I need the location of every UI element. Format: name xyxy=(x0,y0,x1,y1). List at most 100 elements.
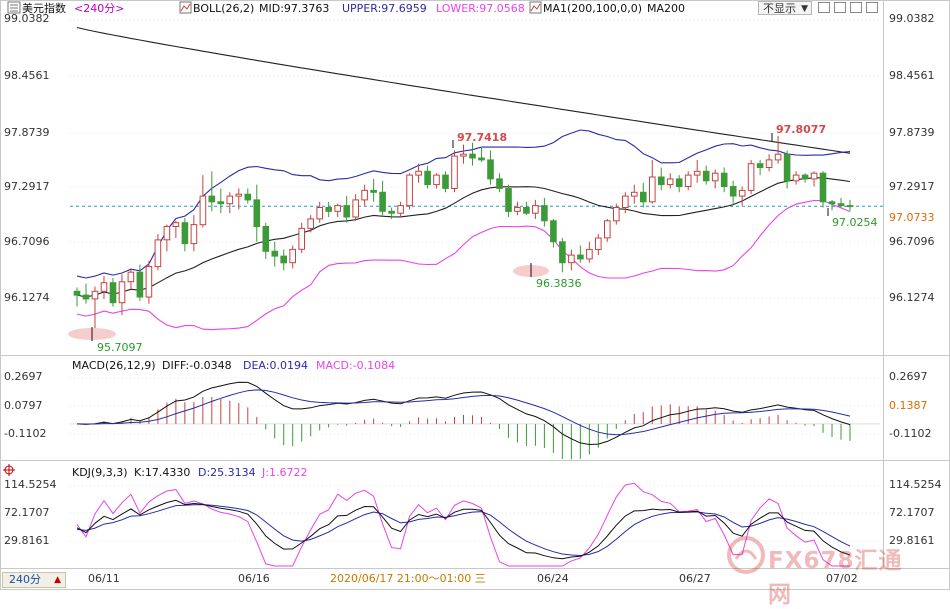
minimize-icon[interactable] xyxy=(818,2,830,13)
layout-icon[interactable] xyxy=(850,2,862,13)
candle-body xyxy=(756,163,764,168)
macd-axis: 0.2697 0.0797 -0.1102 0.2697 -0.1102 0.1… xyxy=(4,370,931,440)
price-tick-right: 99.0382 xyxy=(889,12,935,25)
restore-icon[interactable] xyxy=(834,2,846,13)
candle-body xyxy=(586,248,593,260)
low-annotation: 97.0254 xyxy=(832,216,878,229)
candle-body xyxy=(172,222,180,227)
candle-body xyxy=(514,207,521,212)
candle-body xyxy=(226,195,234,205)
macd-dea-value: DEA:0.0194 xyxy=(243,359,308,372)
candle-body xyxy=(846,205,854,208)
candle-body xyxy=(747,163,755,191)
candle xyxy=(810,171,818,187)
candle xyxy=(208,171,216,212)
symbol-name: 美元指数 xyxy=(22,1,66,15)
candle xyxy=(460,144,467,164)
price-axis-right: 99.0382 98.4561 97.8739 97.2917 96.7096 … xyxy=(889,12,935,304)
candle xyxy=(613,203,620,225)
date-label: 06/27 xyxy=(679,572,711,585)
candle xyxy=(298,222,305,254)
candle-body xyxy=(666,178,674,186)
candle xyxy=(280,249,287,271)
candle-body xyxy=(343,205,350,218)
macd-diff-value: DIFF:-0.0348 xyxy=(162,359,232,372)
candle xyxy=(684,171,692,191)
kdj-label: KDJ(9,3,3) xyxy=(72,466,128,479)
candle-body xyxy=(271,250,279,257)
date-label: 06/24 xyxy=(537,572,569,585)
chart-canvas[interactable]: 美元指数 <240分> BOLL(26,2) MID:97.3763 UPPER… xyxy=(0,0,950,590)
candle xyxy=(181,217,189,252)
candle-body xyxy=(82,294,90,300)
close-icon[interactable] xyxy=(866,2,878,13)
candle xyxy=(711,169,719,189)
candle xyxy=(828,199,836,211)
candle-body xyxy=(810,172,818,180)
candle-body xyxy=(136,271,144,298)
macd-tick-right: -0.1102 xyxy=(889,427,931,440)
candle-body xyxy=(523,207,530,214)
kdj-tick-left: 72.1707 xyxy=(4,506,50,519)
candle-body xyxy=(622,195,629,209)
kdj-tick-left: 29.8161 xyxy=(4,534,50,547)
candle xyxy=(496,173,503,193)
candle xyxy=(388,207,395,219)
candle-body xyxy=(91,290,99,300)
period-selector[interactable]: 240分 ▲ xyxy=(2,572,66,588)
candle xyxy=(702,165,710,185)
date-label: 07/02 xyxy=(826,572,858,585)
date-label: 06/11 xyxy=(88,572,120,585)
price-tick-left: 96.1274 xyxy=(4,291,50,304)
candle-body xyxy=(640,191,647,203)
current-price-label: 97.0733 xyxy=(889,211,935,224)
candle xyxy=(720,167,728,193)
boll-mid-line xyxy=(76,177,851,298)
menu-icon[interactable] xyxy=(7,1,21,14)
kdj-tick-right: 72.1707 xyxy=(889,506,935,519)
candle xyxy=(747,159,755,195)
candle-body xyxy=(145,266,153,298)
boll-label: BOLL(26,2) xyxy=(193,2,254,15)
chevron-down-icon: ▼ xyxy=(801,4,808,14)
kdj-header: KDJ(9,3,3) K:17.4330 D:25.3134 J:1.6722 xyxy=(3,464,307,479)
candle-body xyxy=(190,224,198,245)
kdj-j-line xyxy=(76,482,850,567)
grid-layer xyxy=(70,19,883,542)
candle-body xyxy=(361,189,368,201)
price-tick-right: 97.2917 xyxy=(889,180,935,193)
candle xyxy=(568,249,575,271)
price-tick-right: 98.4561 xyxy=(889,69,935,82)
kdj-k-value: K:17.4330 xyxy=(134,466,190,479)
candle-body xyxy=(433,174,440,186)
low-annotation: 96.3836 xyxy=(536,277,582,290)
candle xyxy=(172,220,180,238)
hide-indicator-dropdown[interactable]: 不显示 ▼ xyxy=(758,1,812,15)
candle xyxy=(352,194,359,221)
price-tick-right: 96.1274 xyxy=(889,291,935,304)
candle xyxy=(136,264,144,301)
candle xyxy=(226,192,234,214)
high-annotation: 97.8077 xyxy=(776,123,826,136)
candle xyxy=(109,277,117,307)
candle xyxy=(478,146,485,162)
candle-body xyxy=(649,176,656,203)
macd-layer xyxy=(70,381,880,460)
candle xyxy=(91,286,99,337)
candle-body xyxy=(729,186,737,197)
price-tick-left: 99.0382 xyxy=(4,12,50,25)
candle-body xyxy=(388,210,395,214)
candle xyxy=(631,184,638,204)
candle-body xyxy=(837,203,845,207)
candle xyxy=(100,276,108,299)
ma-icon-glyph xyxy=(530,3,541,12)
candle-body xyxy=(307,218,314,229)
candle xyxy=(792,171,800,185)
candle xyxy=(469,142,476,166)
crosshair-icon[interactable] xyxy=(3,464,15,476)
candle-body xyxy=(208,195,216,203)
candle-body xyxy=(702,170,710,182)
candle-body xyxy=(738,189,746,197)
candle-body xyxy=(577,254,584,260)
price-tick-left: 98.4561 xyxy=(4,69,50,82)
